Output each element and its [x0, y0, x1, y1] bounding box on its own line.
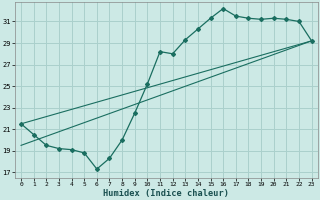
X-axis label: Humidex (Indice chaleur): Humidex (Indice chaleur) — [103, 189, 229, 198]
